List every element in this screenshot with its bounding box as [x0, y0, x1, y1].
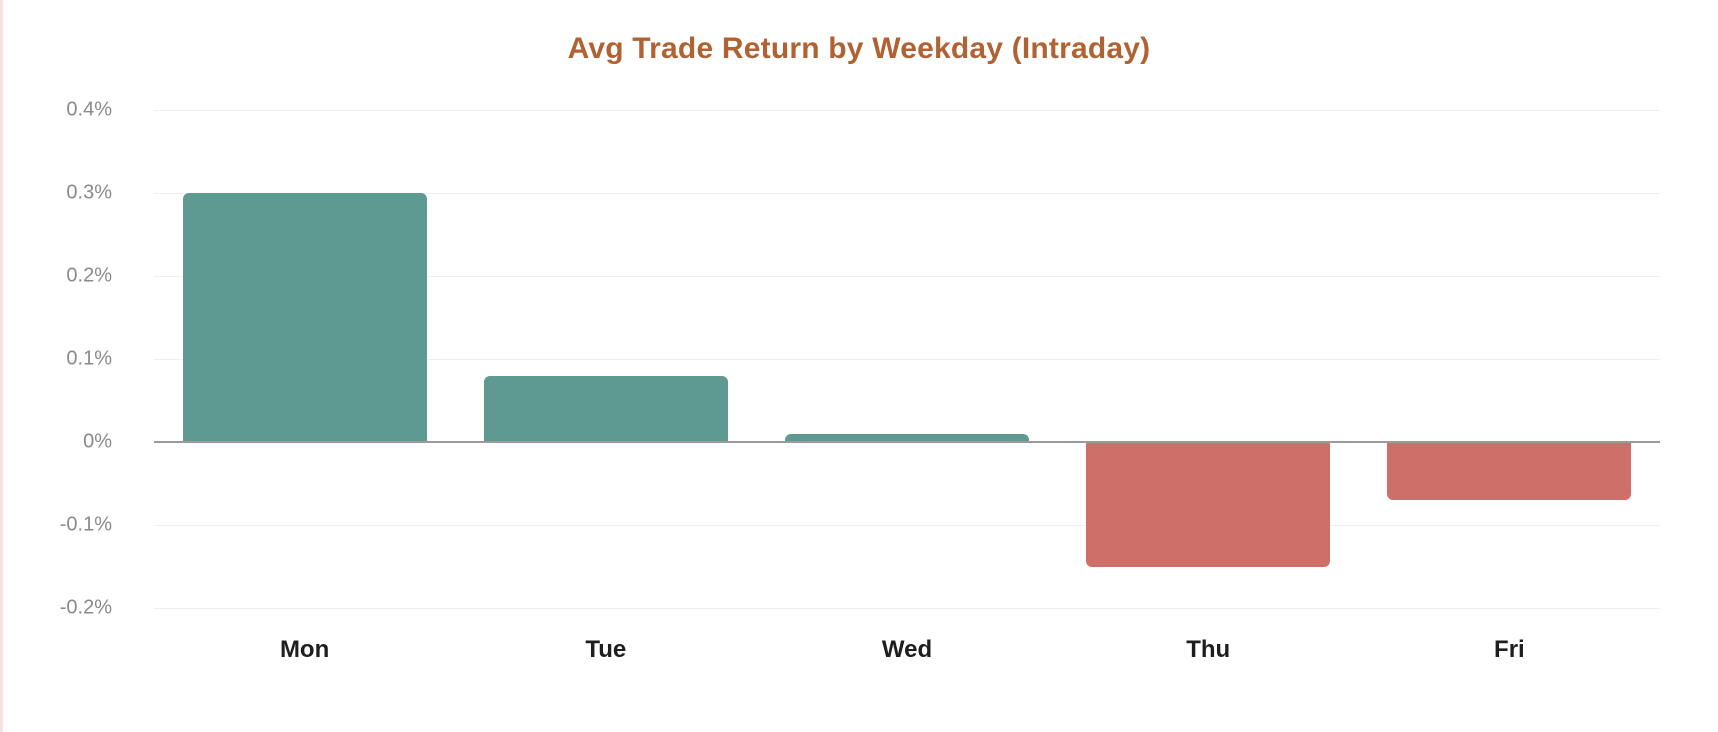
- bar-fri[interactable]: [1387, 442, 1632, 501]
- x-tick-label-wed: Wed: [881, 636, 933, 663]
- bar-mon[interactable]: [182, 193, 427, 442]
- y-tick-label: 0.2%: [66, 264, 112, 287]
- bar-tue[interactable]: [483, 375, 728, 442]
- zero-line: [154, 441, 1660, 443]
- gridline: [154, 525, 1660, 526]
- left-border: [0, 0, 3, 732]
- gridline: [154, 359, 1660, 360]
- x-tick-label-tue: Tue: [585, 636, 627, 663]
- gridline: [154, 193, 1660, 194]
- x-tick-label-thu: Thu: [1186, 636, 1231, 663]
- y-tick-label: 0.1%: [66, 347, 112, 370]
- gridline: [154, 608, 1660, 609]
- y-tick-label: 0.3%: [66, 181, 112, 204]
- chart-title: Avg Trade Return by Weekday (Intraday): [567, 32, 1151, 65]
- bar-wed[interactable]: [785, 433, 1029, 442]
- y-tick-label: 0.4%: [66, 98, 112, 121]
- y-tick-label: -0.2%: [59, 596, 112, 619]
- x-tick-label-fri: Fri: [1494, 636, 1525, 663]
- bar-thu[interactable]: [1086, 442, 1331, 567]
- gridline: [154, 110, 1660, 111]
- y-tick-label: 0%: [83, 430, 112, 453]
- y-tick-label: -0.1%: [59, 513, 112, 536]
- plot-area: [154, 110, 1660, 609]
- gridline: [154, 276, 1660, 277]
- x-tick-label-mon: Mon: [279, 636, 330, 663]
